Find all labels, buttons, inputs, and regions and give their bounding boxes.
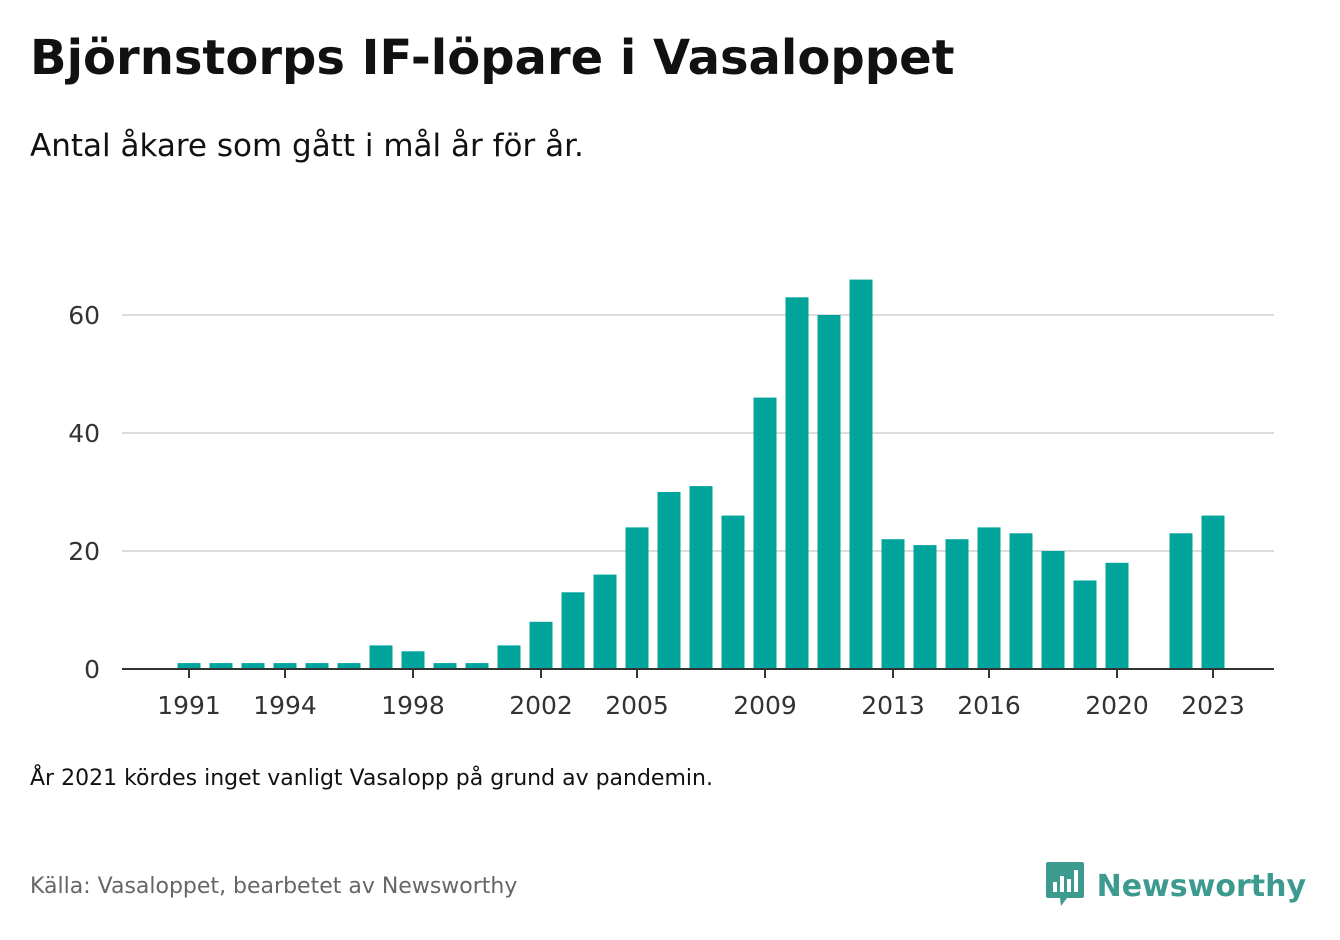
x-tick-label: 1994 — [253, 691, 317, 720]
bar-1999 — [433, 663, 457, 669]
y-tick-label: 60 — [68, 301, 100, 330]
bar-1992 — [209, 663, 233, 669]
newsworthy-logo: Newsworthy — [1045, 860, 1306, 912]
bar-1995 — [305, 663, 329, 669]
bar-2023 — [1201, 515, 1225, 669]
bar-2006 — [657, 492, 681, 669]
bar-2002 — [529, 621, 553, 669]
x-tick-label: 2016 — [957, 691, 1021, 720]
bar-2003 — [561, 592, 585, 669]
bar-2011 — [817, 315, 841, 669]
bar-2017 — [1009, 533, 1033, 669]
y-tick-label: 20 — [68, 537, 100, 566]
tick-labels: 0 20 40 60 1991 1994 1998 2002 2005 2009 2013 2016 2… — [68, 301, 1245, 720]
bar-2008 — [721, 515, 745, 669]
x-tick-label: 1991 — [157, 691, 221, 720]
x-tick-label: 2009 — [733, 691, 797, 720]
bar-2014 — [913, 545, 937, 669]
bar-2004 — [593, 574, 617, 669]
bar-chart-speech-bubble-icon — [1045, 860, 1085, 912]
chart-subtitle: Antal åkare som gått i mål år för år. — [30, 128, 584, 164]
bar-2018 — [1041, 551, 1065, 669]
bar-2005 — [625, 527, 649, 669]
bar-2007 — [689, 486, 713, 669]
bars — [177, 279, 1225, 669]
source-text: Källa: Vasaloppet, bearbetet av Newswort… — [30, 874, 518, 899]
bar-2010 — [785, 297, 809, 669]
y-tick-label: 40 — [68, 419, 100, 448]
x-tick-label: 2005 — [605, 691, 669, 720]
y-tick-label: 0 — [84, 655, 100, 684]
bar-1993 — [241, 663, 265, 669]
bar-chart: 0 20 40 60 1991 1994 1998 2002 2005 2009 2013 2016 2… — [68, 279, 1274, 720]
bar-1991 — [177, 663, 201, 669]
bar-2019 — [1073, 580, 1097, 669]
bar-1996 — [337, 663, 361, 669]
bar-2016 — [977, 527, 1001, 669]
x-axis — [122, 668, 1274, 678]
bar-2013 — [881, 539, 905, 669]
bar-2001 — [497, 645, 521, 669]
bar-1997 — [369, 645, 393, 669]
bar-2009 — [753, 397, 777, 669]
x-tick-label: 2002 — [509, 691, 573, 720]
x-tick-label: 2020 — [1085, 691, 1149, 720]
bar-2000 — [465, 663, 489, 669]
bar-2012 — [849, 279, 873, 669]
footnote: År 2021 kördes inget vanligt Vasalopp på… — [30, 766, 713, 791]
bar-2020 — [1105, 562, 1129, 669]
x-tick-label: 2023 — [1181, 691, 1245, 720]
bar-1998 — [401, 651, 425, 669]
brand-name: Newsworthy — [1096, 868, 1306, 904]
bar-2022 — [1169, 533, 1193, 669]
chart-title: Björnstorps IF-löpare i Vasaloppet — [30, 30, 955, 86]
x-tick-label: 1998 — [381, 691, 445, 720]
bar-2015 — [945, 539, 969, 669]
bar-1994 — [273, 663, 297, 669]
x-tick-label: 2013 — [861, 691, 925, 720]
